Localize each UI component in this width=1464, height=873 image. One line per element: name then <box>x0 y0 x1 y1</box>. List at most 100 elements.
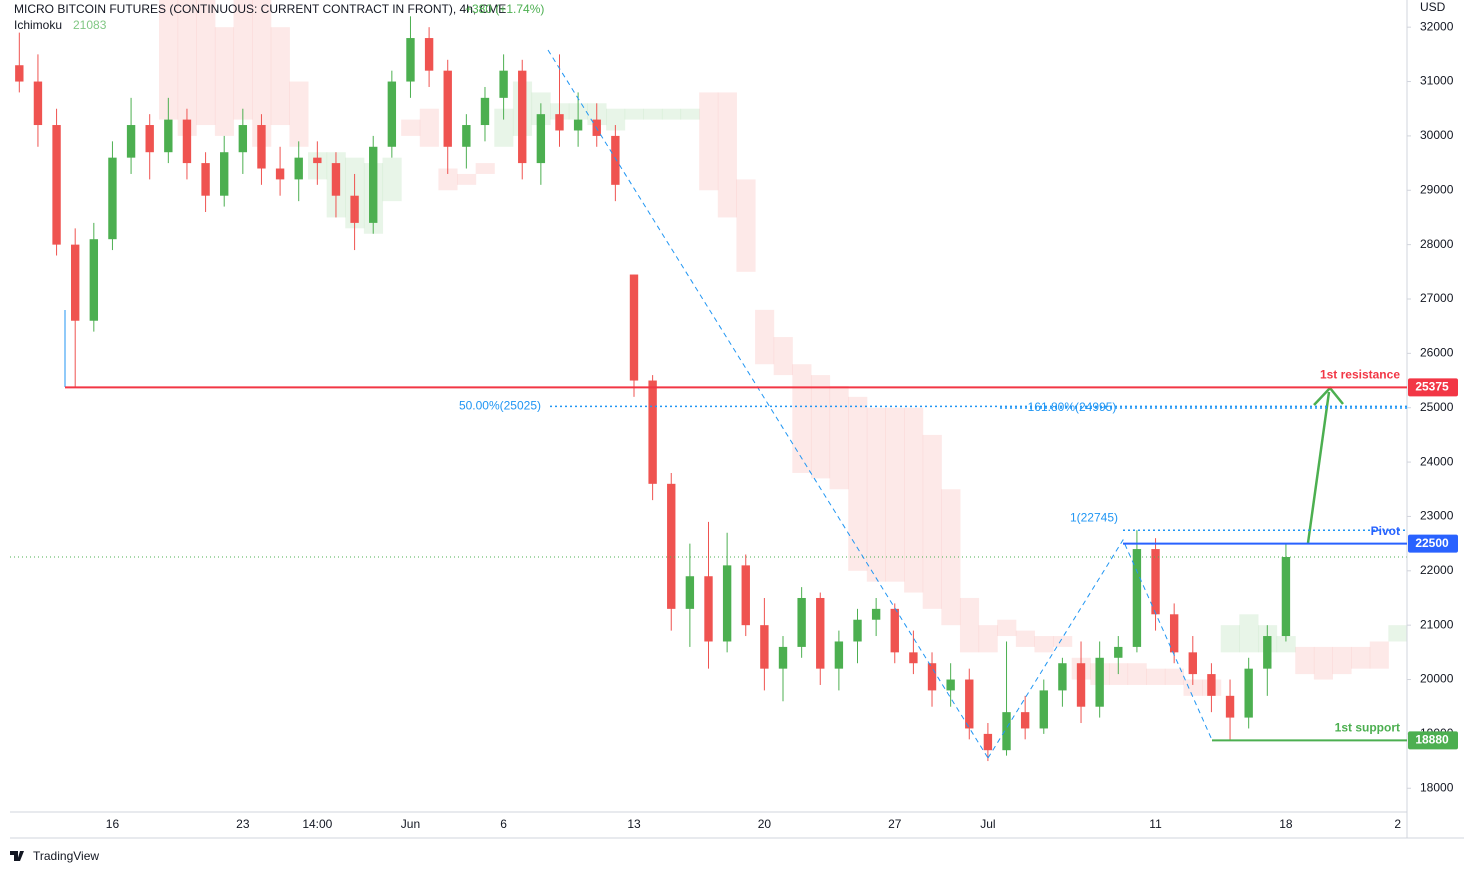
candle-body <box>890 608 899 653</box>
cloud <box>661 108 682 120</box>
x-tick-label: 2 <box>1394 817 1401 831</box>
x-tick-label: 18 <box>1279 817 1293 831</box>
logo-mark <box>10 851 24 861</box>
candle-body <box>648 380 657 484</box>
cloud <box>419 108 439 147</box>
candle-body <box>126 125 136 158</box>
cloud <box>1164 668 1184 685</box>
fib-label: 161.80%(24995) <box>1028 400 1117 414</box>
indicator-value: 21083 <box>73 18 107 32</box>
cloud <box>1220 625 1240 653</box>
candle-body <box>629 274 639 381</box>
candle-body <box>480 97 490 126</box>
x-tick-label: 23 <box>236 817 250 831</box>
y-tick-label: 30000 <box>1420 128 1454 142</box>
cloud <box>624 108 644 120</box>
candle-body <box>406 38 415 82</box>
candle-body <box>1076 663 1086 707</box>
cloud <box>1276 636 1296 653</box>
cloud <box>922 434 942 609</box>
candle-body <box>275 168 285 180</box>
cloud <box>438 168 458 191</box>
candle-body <box>797 597 806 647</box>
level-price: 22500 <box>1415 536 1449 550</box>
cloud <box>1015 630 1035 647</box>
level-name: 1st support <box>1335 721 1400 735</box>
candle-body <box>462 125 471 147</box>
cloud <box>177 0 197 136</box>
level-price-box <box>1408 534 1458 553</box>
candle-body <box>536 114 546 164</box>
brand: TradingView <box>33 849 99 863</box>
candle-body <box>294 157 303 180</box>
candle-body <box>1169 614 1179 653</box>
candle-body <box>313 157 322 164</box>
fib-label: 50.00%(25025) <box>459 399 541 413</box>
cloud <box>1108 663 1129 685</box>
trend-dashed <box>547 49 989 759</box>
y-tick-label: 29000 <box>1420 182 1454 196</box>
y-tick-label: 26000 <box>1420 346 1454 360</box>
candle-body <box>853 619 862 642</box>
x-tick-label: 11 <box>1149 817 1162 831</box>
candle-body <box>15 65 24 82</box>
candle-body <box>257 125 266 169</box>
y-tick-label: 25000 <box>1420 400 1454 414</box>
cloud <box>904 407 924 593</box>
candle-body <box>52 125 61 245</box>
cloud <box>866 407 886 582</box>
cloud <box>457 173 477 185</box>
candle-body <box>499 70 508 98</box>
cloud <box>214 27 235 136</box>
x-tick-label: 27 <box>888 817 902 831</box>
x-tick-label: Jun <box>401 817 420 831</box>
candle-body <box>33 81 43 126</box>
cloud <box>382 157 402 202</box>
candle-body <box>760 625 769 669</box>
x-tick-label: Jul <box>980 817 995 831</box>
candle-body <box>331 163 341 196</box>
level-name: 1st resistance <box>1320 368 1400 382</box>
candle-body <box>611 135 620 185</box>
y-tick-label: 32000 <box>1420 19 1454 33</box>
level-price-box <box>1408 378 1458 397</box>
cloud <box>1146 668 1166 685</box>
candle-body <box>1225 695 1235 718</box>
candle-body <box>685 576 695 609</box>
cloud <box>997 619 1017 637</box>
cloud <box>885 407 905 582</box>
indicator-name: Ichimoku <box>14 18 62 32</box>
x-tick-label: 6 <box>500 817 507 831</box>
candle-body <box>965 679 974 729</box>
cloud <box>680 108 700 120</box>
candle-body <box>443 70 452 147</box>
candle-body <box>1002 712 1011 751</box>
y-tick-label: 28000 <box>1420 237 1454 251</box>
candle-body <box>518 70 527 164</box>
candle-body <box>1039 690 1048 729</box>
currency: USD <box>1420 0 1446 14</box>
cloud <box>736 179 756 272</box>
candle-body <box>573 119 583 131</box>
candle-body <box>1132 549 1142 647</box>
cloud <box>643 108 663 120</box>
cloud <box>1034 636 1054 653</box>
candle-body <box>89 239 99 321</box>
cloud <box>848 396 868 571</box>
candle-body <box>1114 646 1123 658</box>
cloud <box>773 337 793 376</box>
projection-arrow <box>1306 391 1331 544</box>
price-change: +380 (+1.74%) <box>465 2 544 16</box>
candle-body <box>108 157 117 240</box>
x-tick-label: 14:00 <box>302 817 332 831</box>
cloud <box>755 309 775 365</box>
y-tick-label: 24000 <box>1420 454 1454 468</box>
x-tick-label: 20 <box>758 817 772 831</box>
candle-body <box>909 652 918 664</box>
cloud <box>829 385 849 490</box>
candle-body <box>704 576 713 642</box>
cloud <box>1388 625 1407 642</box>
cloud <box>159 0 179 120</box>
cloud <box>1183 679 1203 696</box>
candle-body <box>164 119 173 153</box>
